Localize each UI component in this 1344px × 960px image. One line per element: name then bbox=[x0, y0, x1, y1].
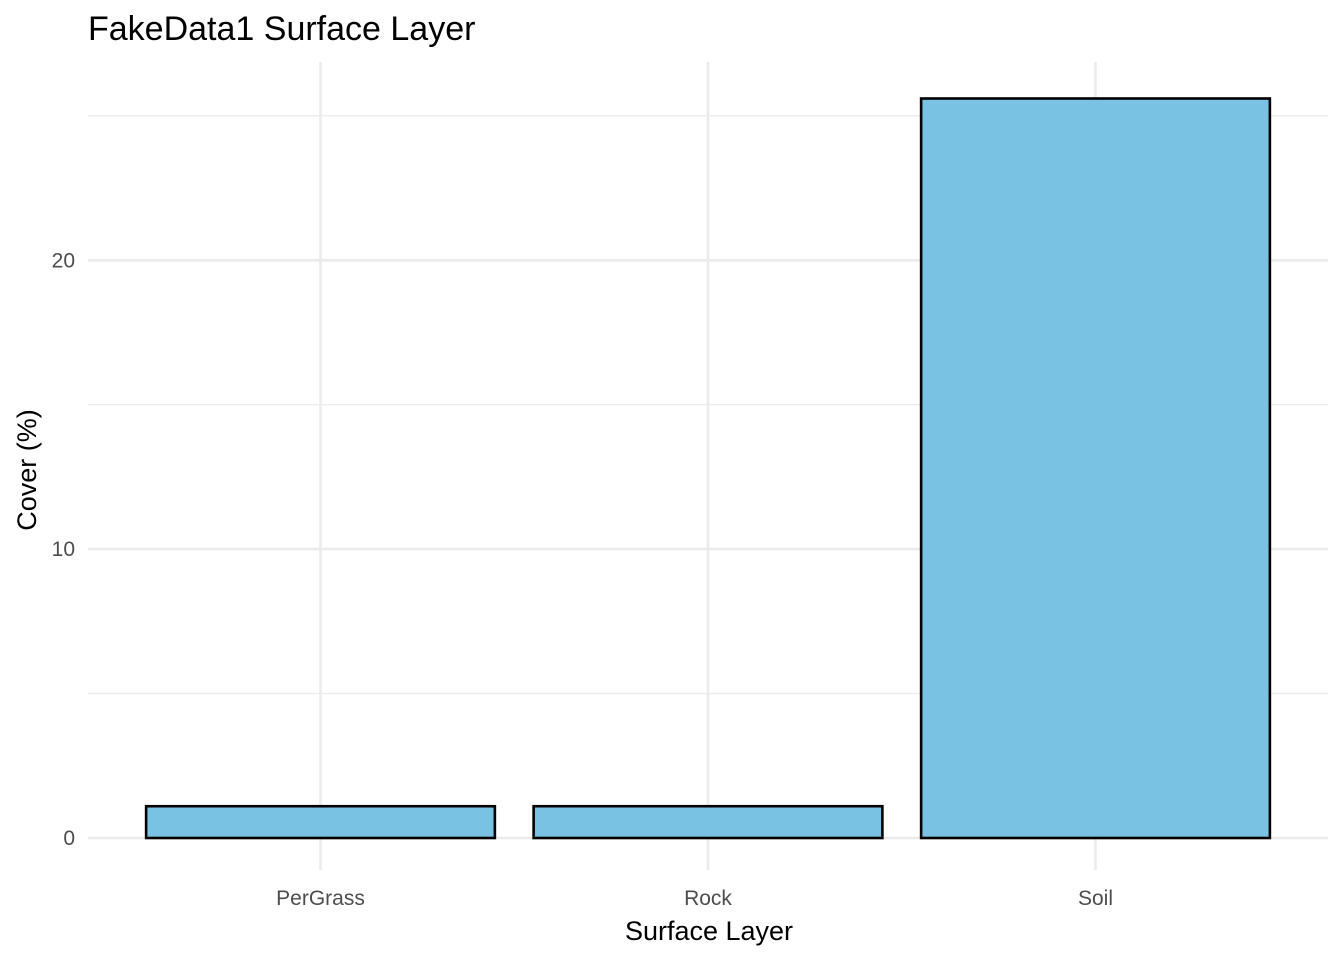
x-axis-title: Surface Layer bbox=[625, 916, 793, 946]
chart-title: FakeData1 Surface Layer bbox=[88, 10, 475, 48]
y-tick-label: 10 bbox=[52, 538, 75, 561]
y-axis-ticks: 0 10 20 bbox=[52, 249, 75, 850]
x-tick-label: Rock bbox=[684, 887, 732, 910]
bar-pergrass bbox=[144, 804, 497, 840]
y-tick-label: 20 bbox=[52, 249, 75, 272]
x-axis-ticks: PerGrass Rock Soil bbox=[276, 887, 1113, 910]
x-tick-label: Soil bbox=[1078, 887, 1113, 910]
bars bbox=[144, 97, 1272, 840]
y-tick-label: 0 bbox=[63, 827, 75, 850]
x-tick-label: PerGrass bbox=[276, 887, 365, 910]
bar-soil bbox=[919, 97, 1272, 840]
bar-rock bbox=[532, 804, 884, 840]
y-axis-title: Cover (%) bbox=[12, 409, 42, 531]
